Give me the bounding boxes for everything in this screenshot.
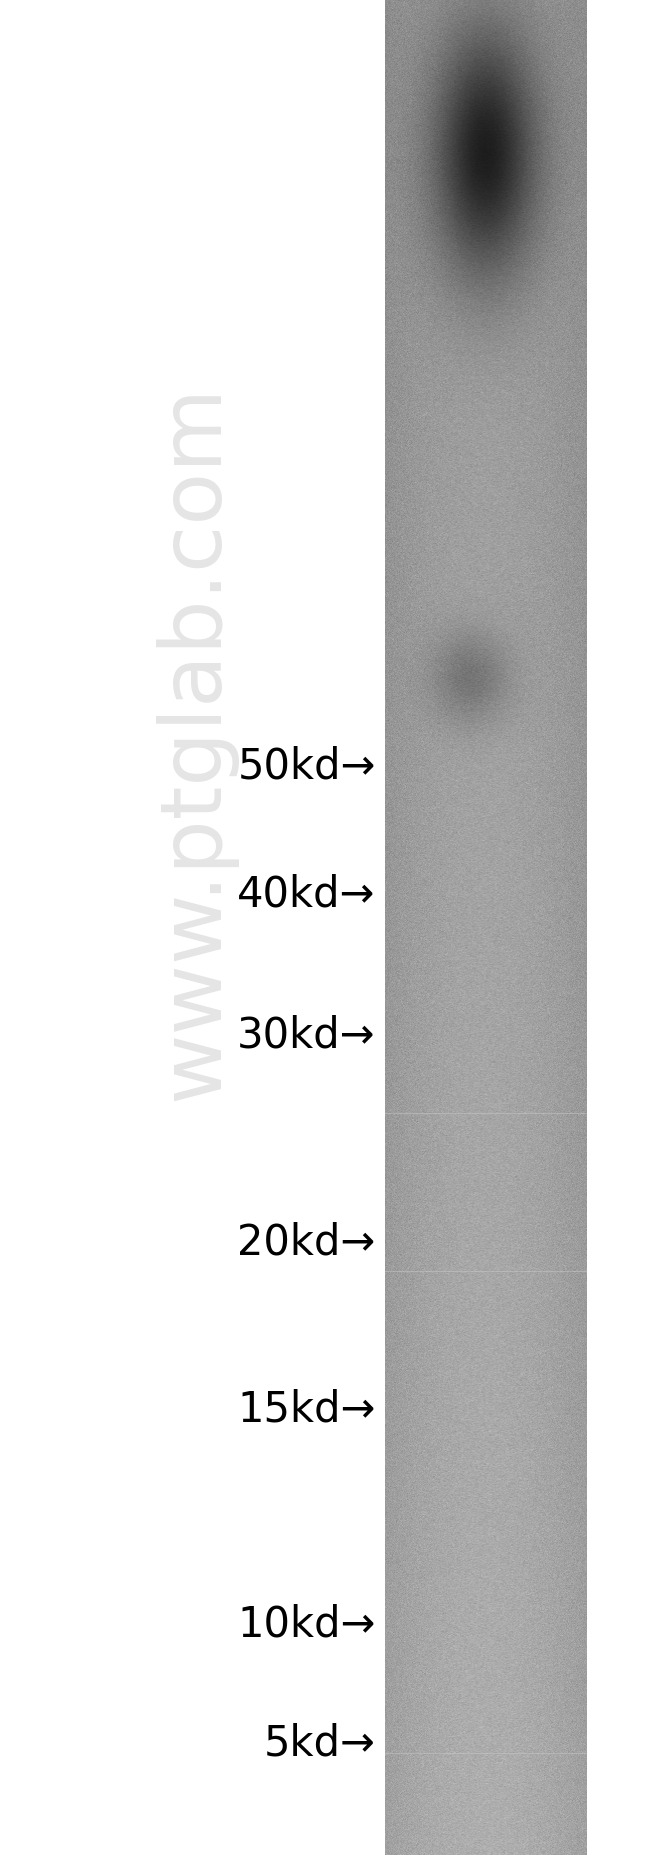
- Text: 5kd→: 5kd→: [264, 1723, 376, 1764]
- Text: 20kd→: 20kd→: [237, 1222, 376, 1263]
- Text: 40kd→: 40kd→: [237, 874, 376, 915]
- Text: 10kd→: 10kd→: [237, 1605, 376, 1645]
- Text: 50kd→: 50kd→: [237, 746, 376, 787]
- Text: 15kd→: 15kd→: [237, 1389, 376, 1430]
- Text: 30kd→: 30kd→: [237, 1015, 376, 1055]
- Text: www.ptglab.com: www.ptglab.com: [153, 384, 237, 1100]
